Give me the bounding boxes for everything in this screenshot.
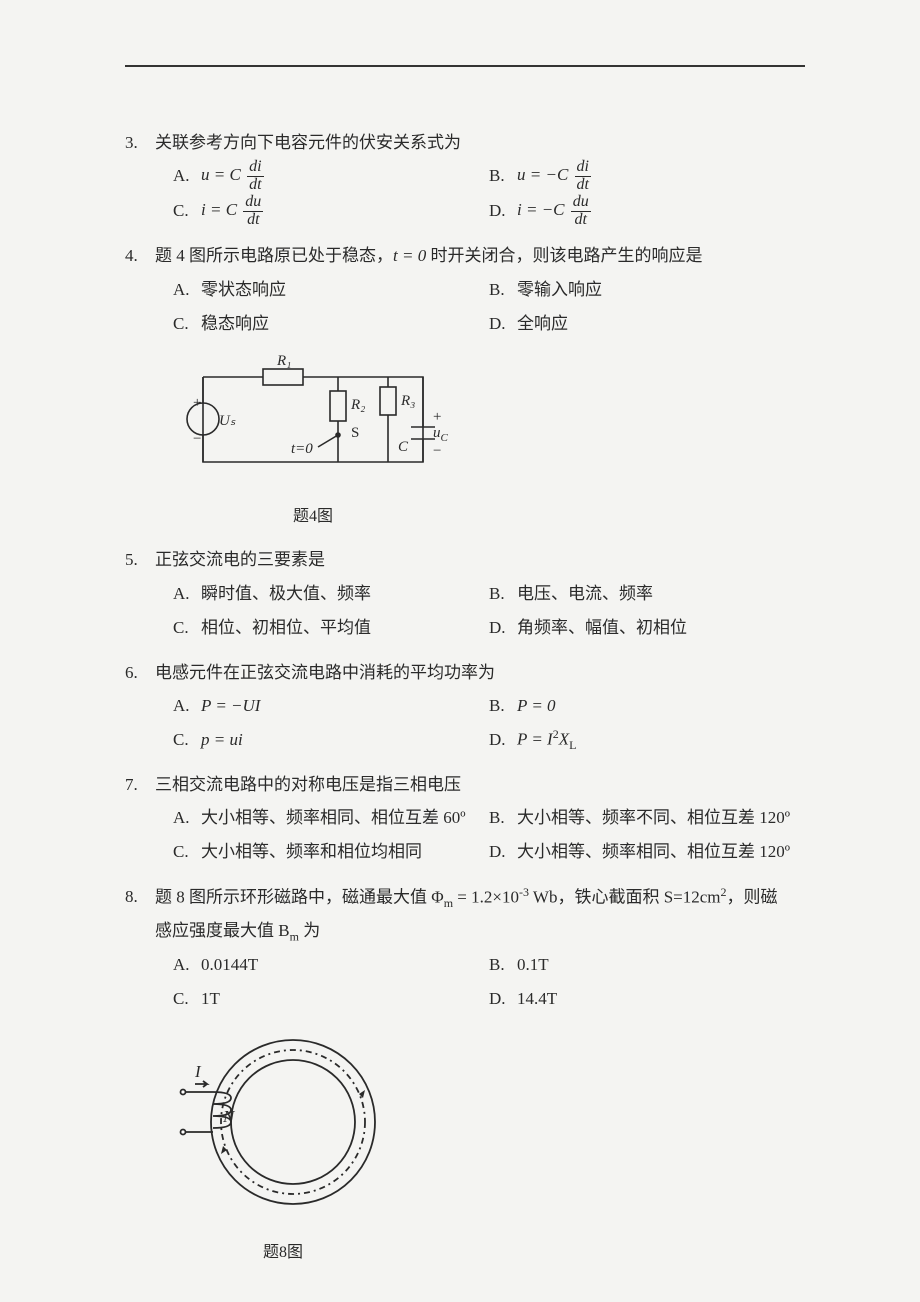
q8-number: 8.	[125, 881, 155, 915]
top-rule	[125, 65, 805, 67]
q5-stem: 正弦交流电的三要素是	[155, 544, 805, 576]
question-8: 8. 题 8 图所示环形磁路中，磁通最大值 Φm = 1.2×10-3 Wb，铁…	[125, 881, 805, 1268]
label-r2: R₂	[350, 397, 365, 413]
q4-option-b: B.零输入响应	[489, 273, 805, 307]
label-r1: R₁	[276, 353, 291, 369]
label-r3: R₃	[400, 393, 415, 409]
q5-number: 5.	[125, 544, 155, 576]
question-5: 5. 正弦交流电的三要素是 A.瞬时值、极大值、频率 B.电压、电流、频率 C.…	[125, 544, 805, 644]
q6-option-b: B.P = 0	[489, 689, 805, 723]
label-n: N	[222, 1107, 236, 1126]
toroid-diagram-icon: I N	[173, 1022, 393, 1222]
q6-stem: 电感元件在正弦交流电路中消耗的平均功率为	[155, 657, 805, 689]
question-4: 4. 题 4 图所示电路原已处于稳态，t = 0 时开关闭合，则该电路产生的响应…	[125, 240, 805, 532]
q4-option-d: D.全响应	[489, 307, 805, 341]
q8-figure-caption: 题8图	[173, 1238, 393, 1268]
label-s: S	[351, 425, 359, 441]
q8-option-b: B.0.1T	[489, 948, 805, 982]
q4-option-c: C.稳态响应	[173, 307, 489, 341]
q3-stem: 关联参考方向下电容元件的伏安关系式为	[155, 127, 805, 159]
q7-number: 7.	[125, 769, 155, 801]
q3-option-d: D. i = −C dudt	[489, 194, 805, 229]
q3-option-a: A. u = C didt	[173, 159, 489, 194]
q5-option-d: D.角频率、幅值、初相位	[489, 611, 805, 645]
svg-text:+: +	[433, 409, 441, 425]
q6-number: 6.	[125, 657, 155, 689]
q6-option-d: D. P = I2XL	[489, 723, 805, 757]
q7-option-b: B.大小相等、频率不同、相位互差 120º	[489, 801, 805, 835]
question-7: 7. 三相交流电路中的对称电压是指三相电压 A.大小相等、频率相同、相位互差 6…	[125, 769, 805, 869]
q8-stem: 题 8 图所示环形磁路中，磁通最大值 Φm = 1.2×10-3 Wb，铁心截面…	[155, 881, 805, 915]
q7-option-a: A.大小相等、频率相同、相位互差 60º	[173, 801, 489, 835]
label-t0: t=0	[291, 441, 313, 457]
svg-text:−: −	[193, 431, 201, 447]
q4-number: 4.	[125, 240, 155, 272]
q7-option-c: C.大小相等、频率和相位均相同	[173, 835, 489, 869]
svg-text:−: −	[433, 443, 441, 459]
q4-option-a: A.零状态响应	[173, 273, 489, 307]
q5-option-b: B.电压、电流、频率	[489, 577, 805, 611]
q3-option-c: C. i = C dudt	[173, 194, 489, 229]
q3-number: 3.	[125, 127, 155, 159]
question-6: 6. 电感元件在正弦交流电路中消耗的平均功率为 A.P = −UI B.P = …	[125, 657, 805, 757]
q8-stem-line2: 感应强度最大值 Bm 为	[125, 915, 805, 948]
label-us: Uₛ	[219, 413, 236, 429]
q6-option-c: C.p = ui	[173, 723, 489, 757]
q8-option-c: C.1T	[173, 982, 489, 1016]
q5-option-c: C.相位、初相位、平均值	[173, 611, 489, 645]
q4-figure: R₁ R₂ R₃ Uₛ S t=0 C uC + − + − 题4图	[173, 347, 453, 533]
q5-option-a: A.瞬时值、极大值、频率	[173, 577, 489, 611]
q6-option-a: A.P = −UI	[173, 689, 489, 723]
q7-option-d: D.大小相等、频率相同、相位互差 120º	[489, 835, 805, 869]
q8-figure: I N 题8图	[173, 1022, 393, 1268]
q4-figure-caption: 题4图	[173, 502, 453, 532]
exam-page: 3. 关联参考方向下电容元件的伏安关系式为 A. u = C didt B. u…	[125, 65, 805, 1280]
question-3: 3. 关联参考方向下电容元件的伏安关系式为 A. u = C didt B. u…	[125, 127, 805, 228]
circuit-diagram-icon: R₁ R₂ R₃ Uₛ S t=0 C uC + − + −	[173, 347, 453, 487]
q8-option-a: A.0.0144T	[173, 948, 489, 982]
label-c: C	[398, 439, 409, 455]
label-uc: uC	[433, 425, 449, 444]
q4-stem: 题 4 图所示电路原已处于稳态，t = 0 时开关闭合，则该电路产生的响应是	[155, 240, 805, 272]
q8-option-d: D.14.4T	[489, 982, 805, 1016]
label-i: I	[194, 1062, 202, 1081]
svg-text:+: +	[193, 395, 201, 411]
q7-stem: 三相交流电路中的对称电压是指三相电压	[155, 769, 805, 801]
q3-option-b: B. u = −C didt	[489, 159, 805, 194]
